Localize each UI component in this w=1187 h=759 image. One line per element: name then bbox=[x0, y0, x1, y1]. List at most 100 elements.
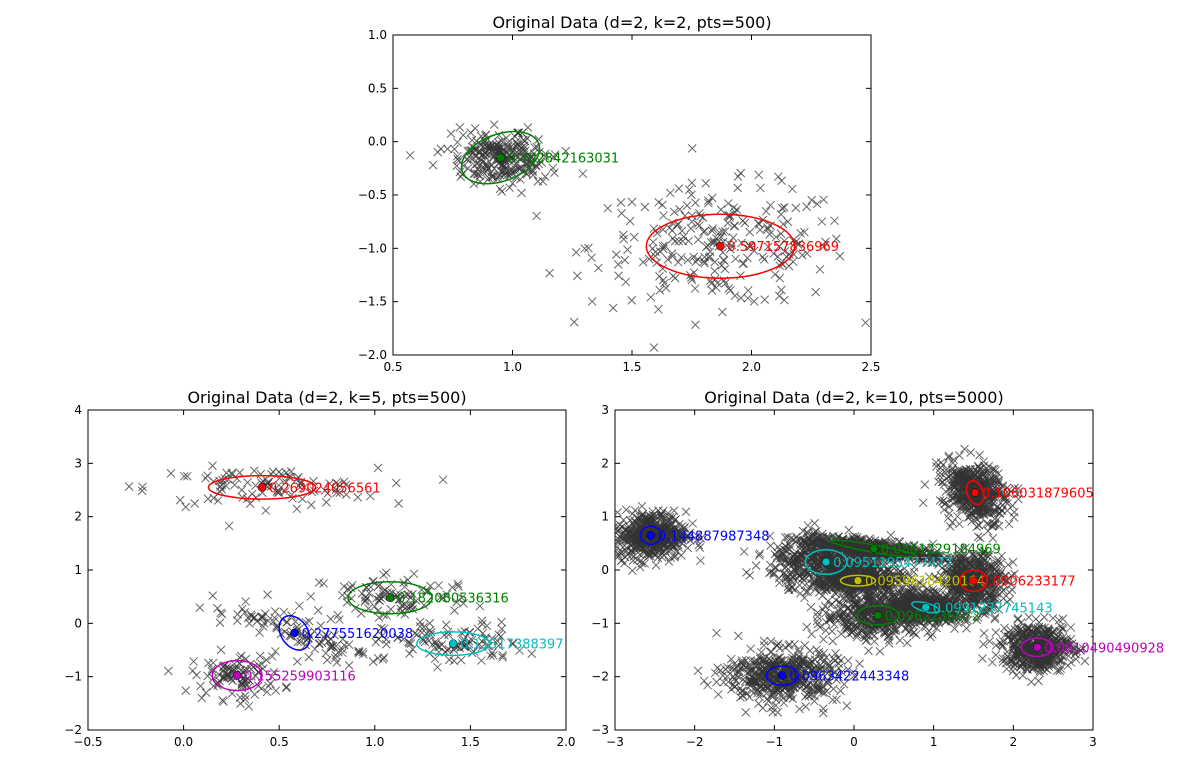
data-point bbox=[472, 169, 482, 179]
data-point bbox=[611, 250, 621, 259]
data-point bbox=[629, 232, 639, 242]
data-point bbox=[935, 496, 945, 505]
data-point bbox=[658, 275, 668, 285]
data-point bbox=[460, 626, 470, 636]
data-point bbox=[797, 250, 807, 260]
data-point bbox=[648, 237, 658, 247]
data-point bbox=[213, 496, 223, 505]
data-point bbox=[394, 499, 403, 508]
data-point bbox=[990, 520, 999, 530]
data-point bbox=[516, 162, 526, 172]
data-point bbox=[665, 512, 675, 522]
data-point bbox=[255, 628, 264, 637]
data-point bbox=[425, 618, 435, 628]
data-point bbox=[181, 502, 191, 512]
data-point bbox=[365, 491, 375, 501]
data-point bbox=[667, 249, 677, 258]
data-point bbox=[830, 216, 839, 226]
data-point bbox=[656, 513, 666, 522]
data-point bbox=[512, 147, 522, 157]
data-point bbox=[400, 582, 409, 592]
data-point bbox=[489, 164, 499, 174]
data-point bbox=[939, 480, 949, 489]
data-point bbox=[538, 177, 548, 186]
data-point bbox=[700, 258, 709, 268]
data-point bbox=[704, 196, 713, 206]
data-point bbox=[328, 642, 337, 652]
data-point bbox=[497, 624, 507, 634]
data-point bbox=[677, 253, 686, 262]
data-point bbox=[310, 644, 320, 654]
data-point bbox=[237, 604, 247, 614]
data-point bbox=[589, 549, 597, 557]
data-point bbox=[644, 254, 654, 264]
data-point bbox=[245, 676, 255, 686]
data-point bbox=[477, 656, 486, 665]
data-point bbox=[339, 582, 349, 591]
x-tick-label: 1.5 bbox=[461, 735, 480, 749]
cluster-center bbox=[232, 671, 242, 680]
data-point bbox=[548, 163, 558, 173]
data-point bbox=[835, 251, 845, 261]
cluster-weight-label: 0.155259903116 bbox=[244, 670, 356, 685]
data-point bbox=[651, 511, 660, 521]
data-point bbox=[963, 513, 973, 522]
data-point bbox=[950, 482, 960, 491]
data-point bbox=[477, 619, 487, 629]
data-point bbox=[279, 607, 289, 617]
data-point bbox=[678, 236, 688, 246]
data-point bbox=[216, 645, 226, 655]
data-point bbox=[528, 167, 538, 177]
data-point bbox=[276, 629, 286, 639]
data-point bbox=[730, 291, 740, 301]
data-point bbox=[381, 635, 391, 644]
data-point bbox=[759, 255, 769, 264]
data-point bbox=[208, 591, 218, 600]
data-point bbox=[470, 124, 480, 133]
data-point bbox=[711, 283, 721, 292]
data-point bbox=[182, 471, 192, 481]
data-point bbox=[937, 477, 947, 487]
data-point bbox=[737, 238, 746, 248]
data-point bbox=[965, 472, 974, 482]
data-point bbox=[220, 661, 229, 670]
data-point bbox=[699, 257, 709, 266]
data-point bbox=[705, 252, 715, 261]
data-point bbox=[945, 522, 955, 531]
data-point bbox=[660, 514, 669, 524]
data-point bbox=[514, 128, 524, 138]
data-point bbox=[437, 640, 447, 649]
data-point bbox=[683, 530, 693, 540]
data-point bbox=[292, 504, 302, 514]
data-point bbox=[773, 252, 783, 261]
data-point bbox=[665, 188, 675, 198]
data-point bbox=[1002, 483, 1012, 493]
data-point bbox=[710, 266, 720, 276]
data-point bbox=[137, 486, 147, 496]
data-point bbox=[470, 169, 480, 178]
data-point bbox=[531, 160, 541, 170]
data-point bbox=[195, 603, 205, 613]
data-point bbox=[988, 464, 997, 474]
data-point bbox=[246, 664, 256, 674]
data-point bbox=[233, 609, 243, 619]
data-point bbox=[680, 522, 689, 532]
data-point bbox=[338, 634, 348, 644]
x-tick-label: 1.0 bbox=[365, 735, 384, 749]
data-point bbox=[257, 659, 267, 669]
cluster-ellipse bbox=[416, 631, 491, 657]
data-point bbox=[724, 284, 734, 293]
data-point bbox=[819, 242, 829, 251]
data-point bbox=[646, 292, 656, 302]
data-point bbox=[438, 475, 448, 485]
data-point bbox=[267, 652, 277, 661]
data-point bbox=[614, 271, 623, 281]
data-point bbox=[655, 524, 665, 533]
data-point bbox=[779, 295, 789, 305]
data-point bbox=[322, 655, 332, 665]
data-point bbox=[695, 543, 705, 552]
data-point bbox=[404, 638, 414, 648]
data-point bbox=[523, 152, 533, 162]
data-point bbox=[378, 592, 388, 602]
data-point bbox=[666, 541, 675, 551]
